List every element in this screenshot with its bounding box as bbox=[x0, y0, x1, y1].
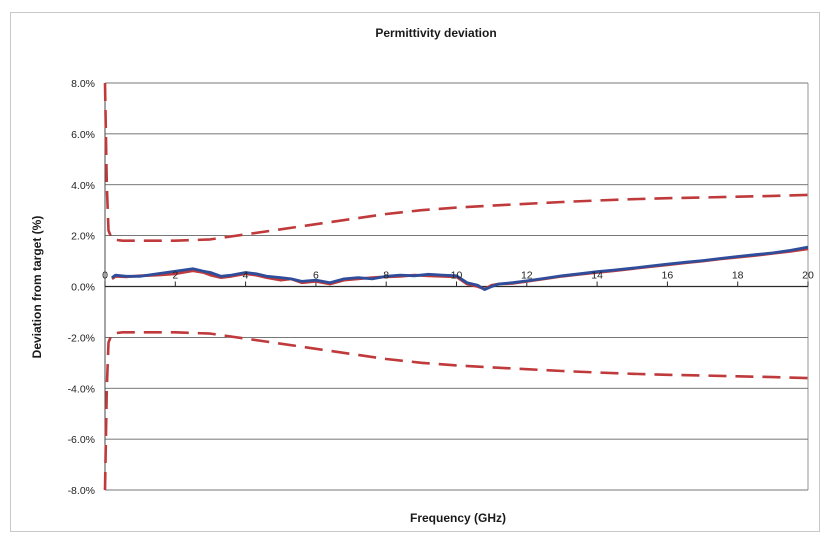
y-axis-label: Deviation from target (%) bbox=[30, 216, 44, 359]
x-tick-label: 12 bbox=[521, 270, 533, 282]
x-tick-label: 6 bbox=[313, 270, 319, 282]
gridlines bbox=[105, 82, 808, 491]
axes bbox=[104, 83, 809, 490]
y-tick-label: 2.0% bbox=[71, 231, 95, 243]
y-tick-labels: 8.0% 6.0% 4.0% 2.0% 0.0% -2.0% -4.0% -6.0% -8.0% bbox=[68, 78, 95, 497]
x-tick-label: 8 bbox=[383, 270, 389, 282]
y-tick-label: -4.0% bbox=[68, 383, 95, 395]
tolerance-limit-line bbox=[103, 330, 809, 491]
x-tick-label: 2 bbox=[172, 270, 178, 282]
x-tick-label: 16 bbox=[662, 270, 674, 282]
y-tick-label: 6.0% bbox=[71, 129, 95, 141]
y-tick-label: 8.0% bbox=[71, 78, 95, 90]
tolerance-limit-line bbox=[103, 82, 809, 242]
y-tick-label: 4.0% bbox=[71, 180, 95, 192]
x-tick-label: 4 bbox=[243, 270, 249, 282]
x-tick-label: 10 bbox=[451, 270, 463, 282]
x-tick-label: 18 bbox=[732, 270, 744, 282]
chart-frame bbox=[10, 12, 820, 532]
x-tick-label: 14 bbox=[591, 270, 603, 282]
y-tick-label: -8.0% bbox=[68, 485, 95, 497]
measured-deviation-line bbox=[111, 245, 809, 292]
y-tick-label: 0.0% bbox=[71, 282, 95, 294]
x-tick-label: 0 bbox=[102, 270, 108, 282]
chart-title: Permittivity deviation bbox=[375, 26, 496, 40]
x-axis-label: Frequency (GHz) bbox=[410, 511, 506, 525]
x-tick-labels: 0 2 4 6 8 10 12 14 16 18 20 bbox=[102, 270, 814, 282]
series-layer bbox=[103, 82, 809, 491]
y-tick-label: -2.0% bbox=[68, 332, 95, 344]
y-tick-label: -6.0% bbox=[68, 434, 95, 446]
x-tick-label: 20 bbox=[802, 270, 814, 282]
